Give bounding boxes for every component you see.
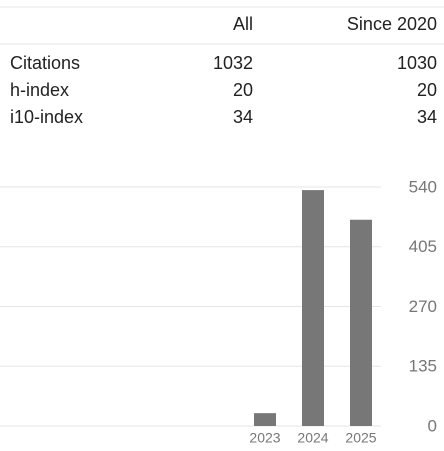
y-tick-label: 0 — [428, 416, 437, 435]
y-tick-label: 540 — [409, 177, 437, 196]
y-tick-label: 405 — [409, 237, 437, 256]
cell-value: 1032 — [213, 53, 253, 73]
cell-value: 20 — [233, 80, 253, 100]
cell-value: 34 — [417, 107, 437, 127]
bar — [350, 219, 372, 426]
row-label: h-index — [10, 80, 69, 100]
row-label: i10-index — [10, 107, 83, 127]
y-tick-label: 270 — [409, 297, 437, 316]
column-header: All — [233, 14, 253, 34]
bar — [302, 190, 324, 426]
column-header: Since 2020 — [347, 14, 437, 34]
x-tick-label: 2025 — [345, 430, 376, 446]
x-tick-label: 2023 — [249, 430, 280, 446]
row-label: Citations — [10, 53, 80, 73]
cell-value: 34 — [233, 107, 253, 127]
x-tick-label: 2024 — [297, 430, 328, 446]
y-tick-label: 135 — [409, 357, 437, 376]
cell-value: 20 — [417, 80, 437, 100]
bar — [254, 413, 276, 426]
cell-value: 1030 — [397, 53, 437, 73]
